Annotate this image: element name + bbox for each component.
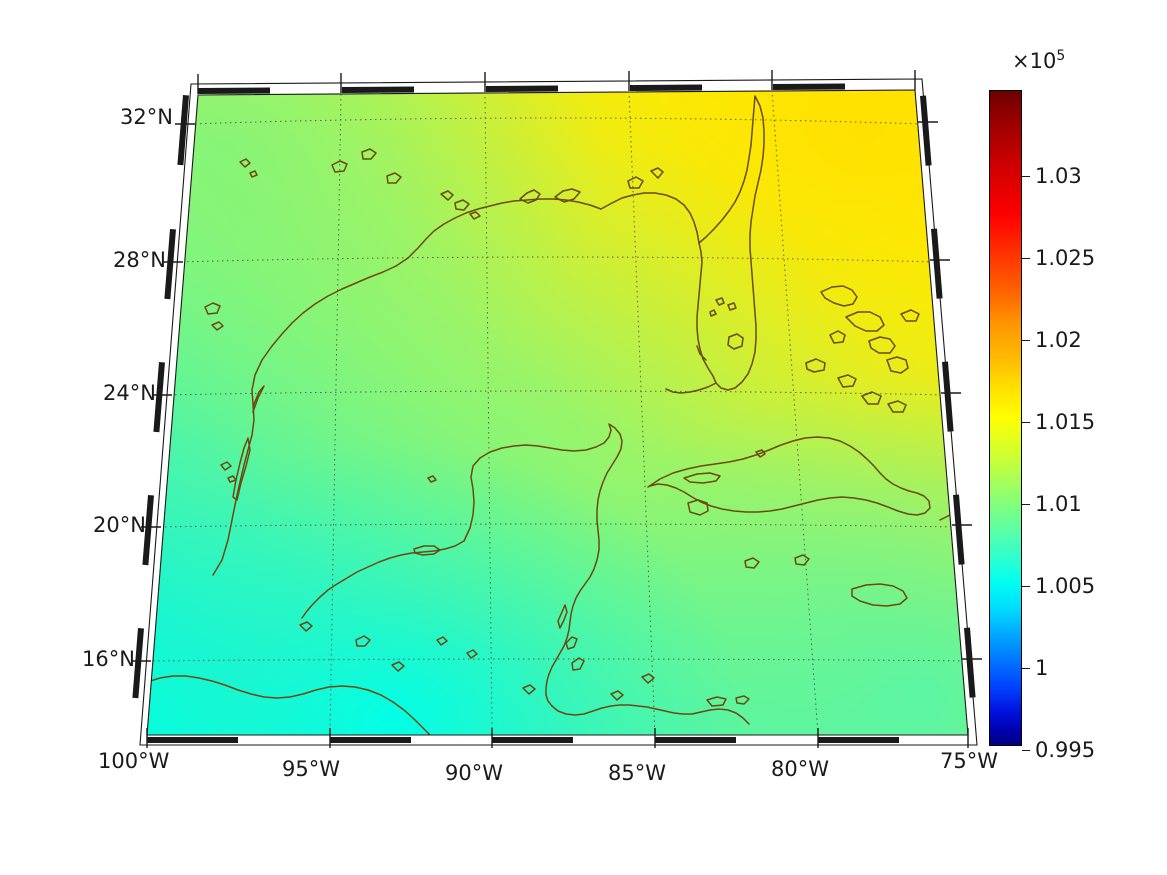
lat-tick-label-16n: 16°N bbox=[82, 647, 135, 671]
colorbar-exponent-label: ×105 bbox=[1012, 48, 1065, 73]
frame-ticks-left bbox=[132, 94, 189, 699]
colorbar-tick-label-1010: 1.01 bbox=[1035, 492, 1082, 516]
lat-tick-label-28n: 28°N bbox=[113, 248, 166, 272]
colorbar-tick-mark bbox=[1022, 422, 1030, 423]
colorbar-exponent-power: 5 bbox=[1056, 48, 1066, 64]
colorbar[interactable]: 1.03 1.025 1.02 1.015 1.01 1.005 1 0.995 bbox=[989, 90, 1095, 762]
colorbar-tick-label-1030: 1.03 bbox=[1035, 164, 1082, 188]
colorbar-tick-label-1005: 1.005 bbox=[1035, 574, 1096, 598]
colorbar-tick-label-1015: 1.015 bbox=[1035, 410, 1096, 434]
axis-tickmarks bbox=[131, 70, 982, 748]
colorbar-exponent-mantissa: ×10 bbox=[1012, 49, 1057, 73]
lon-tick-label-95w: 95°W bbox=[282, 757, 340, 781]
colorbar-tick-mark bbox=[1022, 750, 1030, 751]
colorbar-gradient bbox=[989, 90, 1022, 746]
colorbar-tick-label-1000: 1 bbox=[1035, 656, 1049, 680]
lat-tick-label-20n: 20°N bbox=[93, 513, 146, 537]
lon-tick-label-100w: 100°W bbox=[98, 749, 170, 773]
lon-tick-label-85w: 85°W bbox=[608, 761, 666, 785]
colorbar-tick-mark bbox=[1022, 504, 1030, 505]
colorbar-tick-mark bbox=[1022, 340, 1030, 341]
lat-tick-label-32n: 32°N bbox=[120, 105, 173, 129]
colorbar-tick-mark bbox=[1022, 668, 1030, 669]
coastlines bbox=[147, 95, 968, 735]
colorbar-tick-mark bbox=[1022, 176, 1030, 177]
lon-tick-label-90w: 90°W bbox=[445, 761, 503, 785]
pressure-field bbox=[147, 90, 968, 735]
lon-tick-label-80w: 80°W bbox=[771, 757, 829, 781]
colorbar-tick-label-0995: 0.995 bbox=[1035, 738, 1096, 762]
frame-ticks-top bbox=[198, 83, 846, 94]
lon-tick-label-75w: 75°W bbox=[940, 749, 998, 773]
frame-ticks-right bbox=[920, 95, 976, 698]
colorbar-tick-label-1020: 1.02 bbox=[1035, 328, 1082, 352]
colorbar-tick-mark bbox=[1022, 258, 1030, 259]
frame-ticks-bottom bbox=[147, 737, 899, 743]
lat-tick-label-24n: 24°N bbox=[103, 381, 156, 405]
colorbar-tick-mark bbox=[1022, 586, 1030, 587]
colorbar-tick-label-1025: 1.025 bbox=[1035, 246, 1096, 270]
